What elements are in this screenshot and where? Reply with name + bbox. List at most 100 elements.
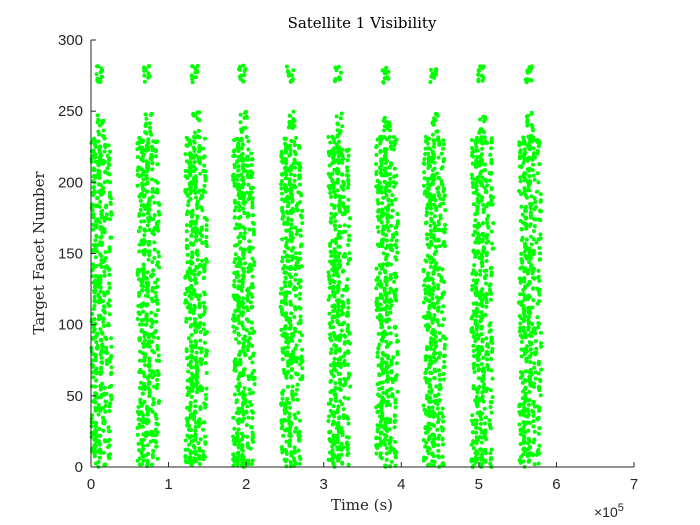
data-point xyxy=(195,380,200,385)
data-point xyxy=(480,260,484,265)
data-point xyxy=(155,456,160,461)
data-point xyxy=(193,230,198,235)
data-point xyxy=(383,417,388,422)
data-point xyxy=(440,462,445,467)
data-point xyxy=(246,182,251,187)
data-point xyxy=(292,157,297,162)
data-point xyxy=(387,450,392,455)
data-point xyxy=(335,158,340,163)
data-point xyxy=(422,176,427,181)
data-point xyxy=(330,316,335,320)
data-point xyxy=(332,453,337,457)
data-point xyxy=(383,437,388,442)
data-point xyxy=(393,225,398,230)
data-point xyxy=(145,169,149,174)
data-point xyxy=(522,309,526,314)
data-point xyxy=(284,311,289,316)
data-point xyxy=(184,244,189,249)
data-point xyxy=(337,251,342,256)
data-point xyxy=(195,116,200,121)
data-point xyxy=(145,294,150,299)
data-point xyxy=(537,278,542,283)
data-point xyxy=(328,351,333,355)
data-point xyxy=(94,234,99,239)
data-point xyxy=(145,409,150,414)
data-point xyxy=(529,214,534,219)
data-point xyxy=(474,181,479,186)
data-point xyxy=(342,363,347,367)
data-point xyxy=(142,399,147,404)
data-point xyxy=(151,400,156,405)
data-point xyxy=(519,251,524,256)
data-point xyxy=(481,232,486,237)
data-point xyxy=(474,418,479,423)
data-point xyxy=(385,370,390,375)
data-point xyxy=(233,252,238,257)
data-point xyxy=(109,370,114,375)
data-point xyxy=(522,138,527,143)
data-point xyxy=(241,370,246,375)
data-point xyxy=(391,147,396,152)
data-point xyxy=(379,190,384,195)
data-point xyxy=(243,125,248,130)
data-point xyxy=(195,371,199,376)
data-point xyxy=(378,419,383,424)
data-point xyxy=(388,128,393,133)
data-point xyxy=(188,156,193,161)
data-point xyxy=(538,232,543,237)
data-point xyxy=(473,291,478,296)
data-point xyxy=(188,277,192,282)
data-point xyxy=(490,241,494,246)
data-point xyxy=(98,289,103,294)
data-point xyxy=(146,137,151,142)
data-point xyxy=(236,452,241,456)
data-point xyxy=(474,272,478,277)
data-point xyxy=(107,437,112,442)
data-point xyxy=(96,460,101,464)
data-point xyxy=(473,139,478,144)
data-point xyxy=(107,285,112,290)
data-point xyxy=(479,440,484,445)
data-point xyxy=(283,280,288,285)
data-point xyxy=(489,265,494,270)
data-point xyxy=(106,454,111,459)
data-point xyxy=(430,432,435,437)
data-point xyxy=(185,356,189,361)
data-point xyxy=(335,314,340,319)
data-point xyxy=(423,371,428,375)
data-point xyxy=(236,406,241,411)
data-point xyxy=(284,236,288,241)
data-point xyxy=(155,225,160,230)
data-point xyxy=(338,399,343,404)
data-point xyxy=(431,355,436,360)
data-point xyxy=(392,166,397,171)
data-point xyxy=(155,382,160,387)
data-point xyxy=(476,72,481,77)
data-point xyxy=(289,254,294,259)
data-point xyxy=(381,211,386,216)
data-point xyxy=(346,243,351,247)
data-point xyxy=(239,153,244,157)
data-point xyxy=(433,400,438,405)
data-point xyxy=(439,310,444,315)
data-point xyxy=(374,184,379,189)
data-point xyxy=(98,274,103,279)
data-point xyxy=(523,208,528,213)
data-point xyxy=(140,181,145,186)
data-point xyxy=(385,312,389,317)
data-point xyxy=(194,350,199,355)
data-point xyxy=(150,339,155,344)
data-point xyxy=(529,111,534,116)
data-point xyxy=(248,356,252,360)
data-point xyxy=(527,147,532,152)
data-point xyxy=(141,188,146,193)
data-point xyxy=(439,411,444,416)
data-point xyxy=(107,194,112,199)
data-point xyxy=(485,250,489,255)
data-point xyxy=(528,202,533,206)
data-point xyxy=(532,196,537,201)
data-point xyxy=(234,326,239,331)
data-point xyxy=(382,268,387,273)
data-point xyxy=(331,189,336,194)
data-point xyxy=(378,454,383,459)
